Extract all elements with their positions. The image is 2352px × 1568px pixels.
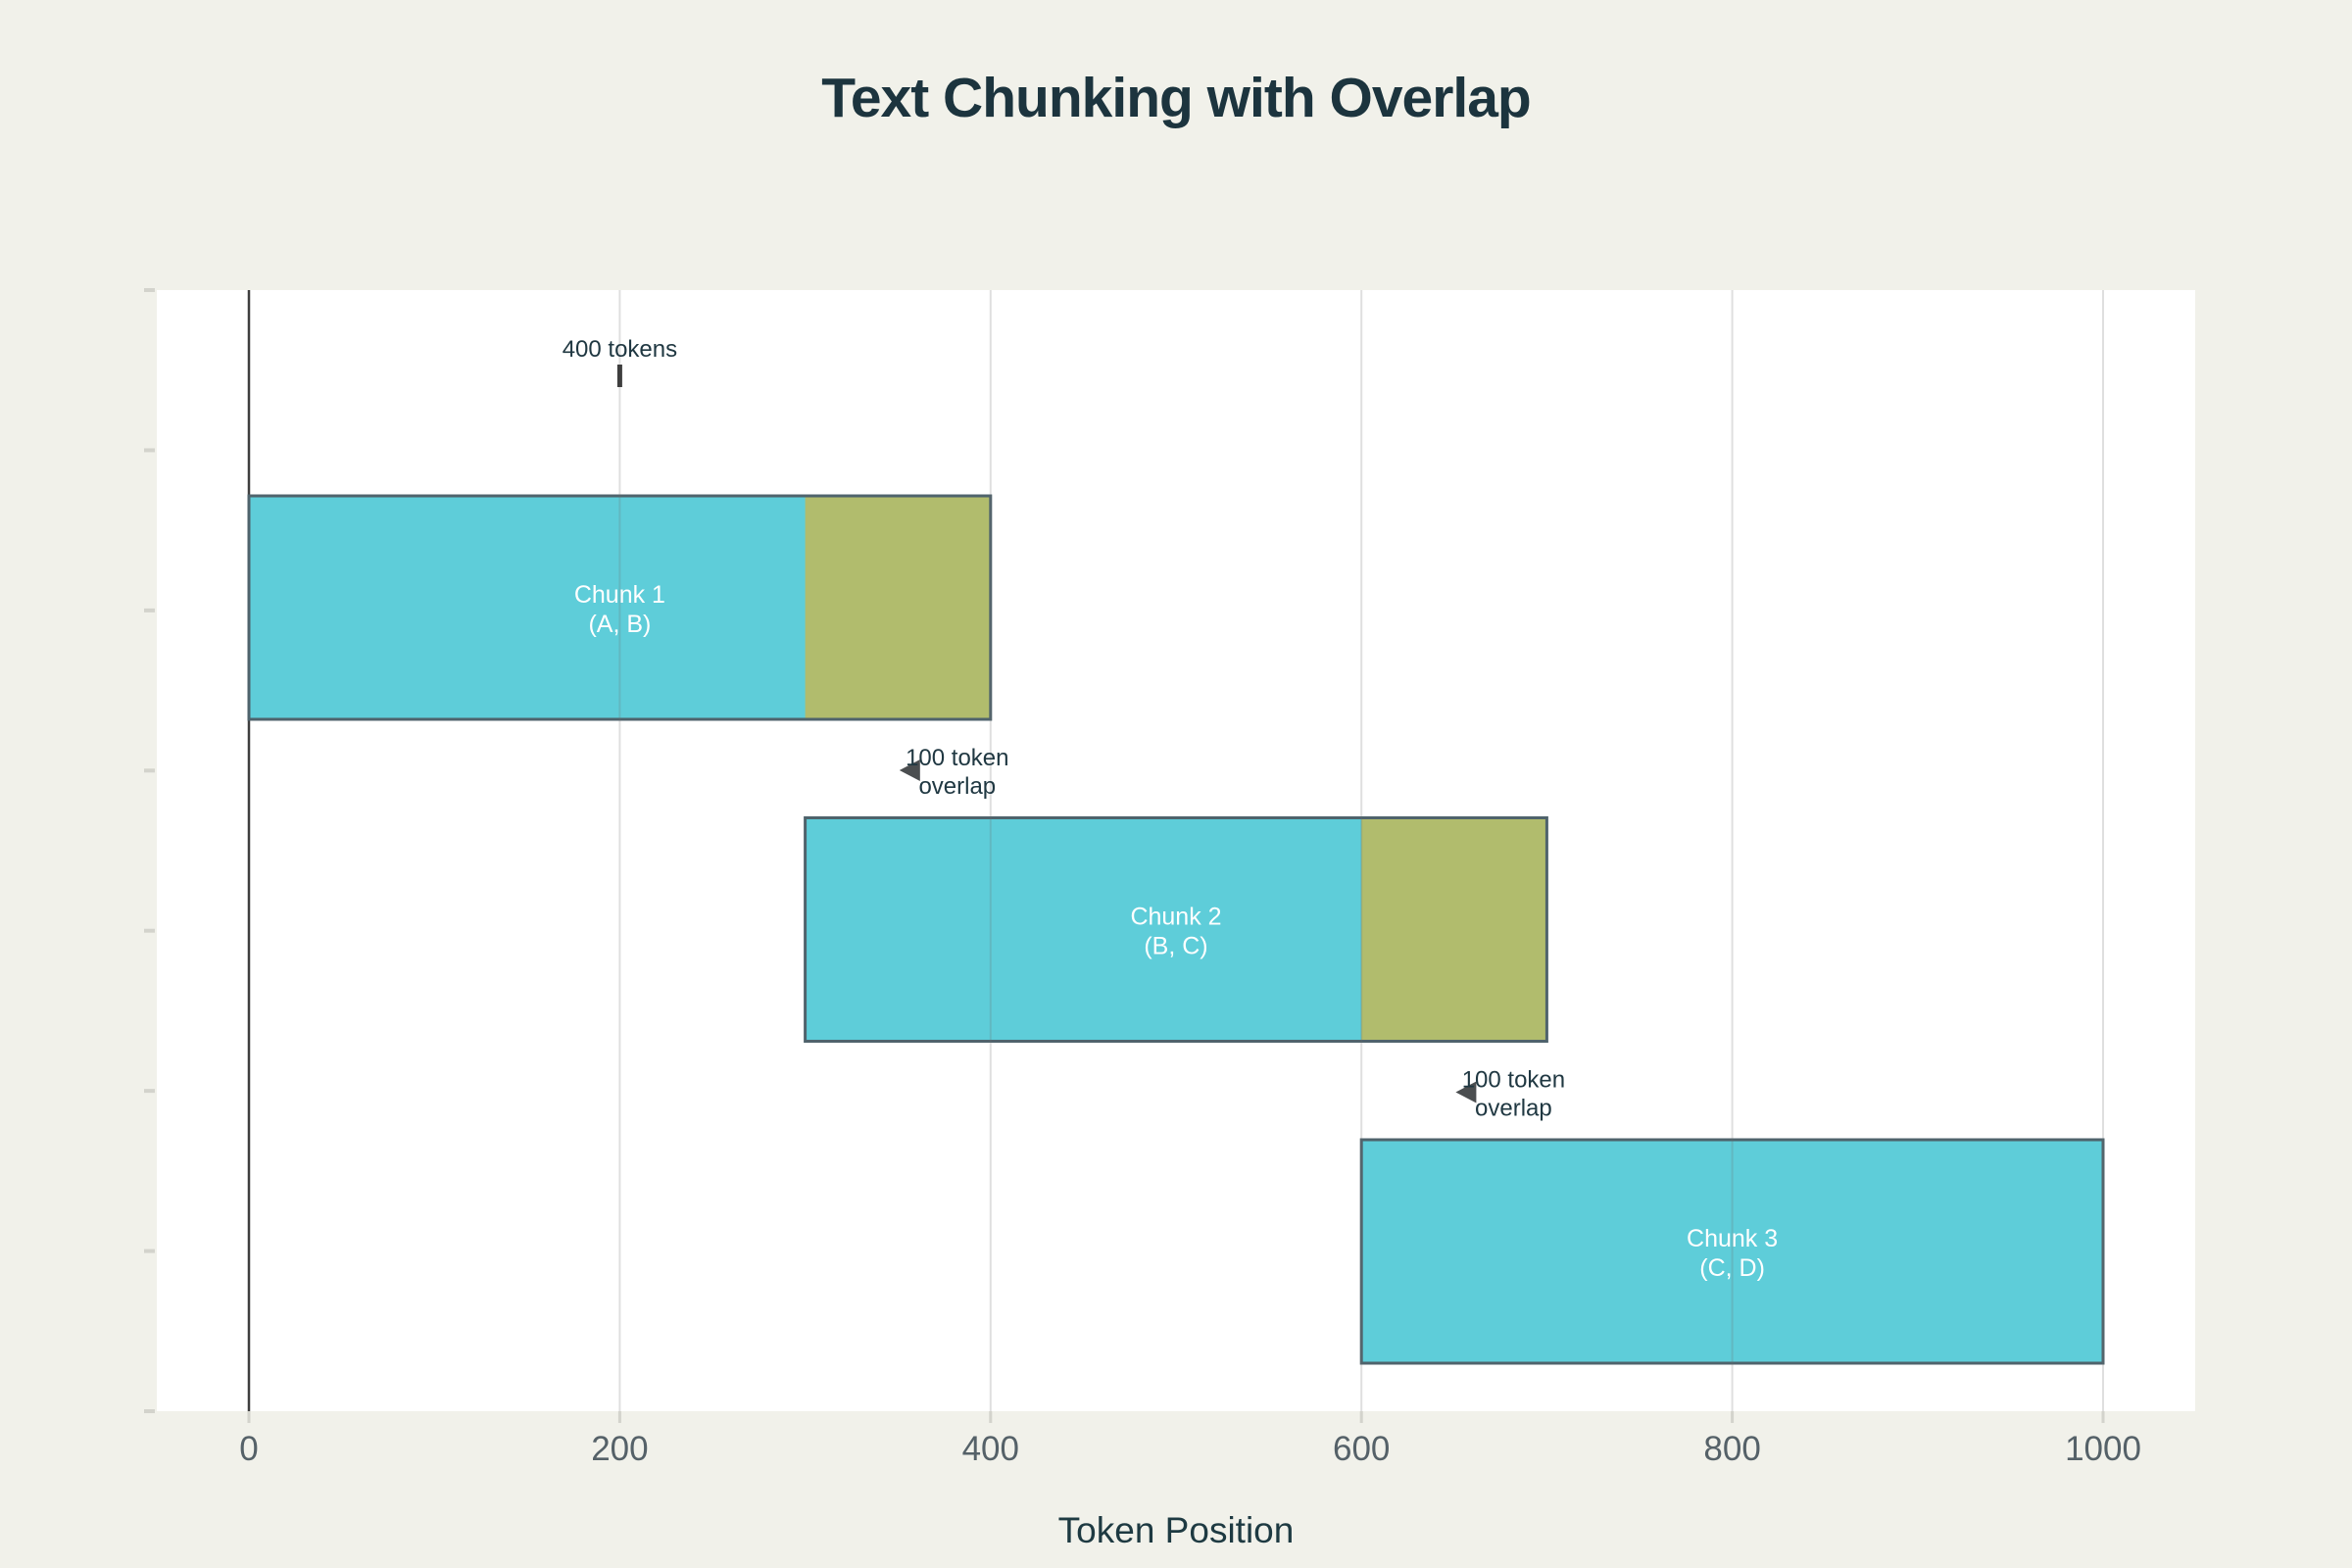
chunk-3-border	[1359, 1138, 2105, 1365]
chunk-1-overlap-region	[805, 496, 991, 719]
x-axis-title: Token Position	[1057, 1510, 1295, 1550]
chart-title: Text Chunking with Overlap	[821, 67, 1532, 129]
overlap-arrow-2-3	[1455, 1081, 1477, 1103]
x-tick-label-200: 200	[591, 1430, 648, 1468]
chunk-2-border	[804, 816, 1548, 1043]
chunk-3-bar	[1361, 1140, 2103, 1363]
overlap-annotation-1-2: 100 token overlap	[906, 745, 1008, 800]
chunk-1-label: Chunk 1 (A, B)	[574, 581, 665, 638]
annotation-400-tokens: 400 tokens	[563, 336, 677, 363]
chunk-1-border	[247, 494, 993, 721]
x-tick-label-400: 400	[962, 1430, 1019, 1468]
annotation-400-tokens-marker	[616, 365, 622, 387]
overlap-arrow-1-2	[899, 760, 920, 781]
overlap-annotation-2-3: 100 token overlap	[1462, 1067, 1565, 1122]
x-tick-label-0: 0	[239, 1430, 258, 1468]
x-tick-label-800: 800	[1703, 1430, 1760, 1468]
chunk-2-overlap-region	[1361, 817, 1547, 1042]
chunk-3-label: Chunk 3 (C, D)	[1687, 1225, 1778, 1282]
x-tick-label-600: 600	[1333, 1430, 1390, 1468]
chunk-2-label: Chunk 2 (B, C)	[1130, 904, 1221, 960]
x-tick-label-1000: 1000	[2065, 1430, 2141, 1468]
